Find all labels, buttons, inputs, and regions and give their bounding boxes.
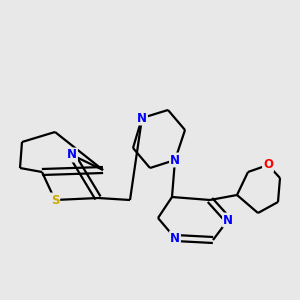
Text: N: N	[137, 112, 147, 124]
Text: O: O	[263, 158, 273, 172]
Text: N: N	[67, 148, 77, 161]
Text: N: N	[223, 214, 233, 226]
Text: N: N	[170, 232, 180, 244]
Text: S: S	[51, 194, 59, 206]
Text: N: N	[170, 154, 180, 166]
